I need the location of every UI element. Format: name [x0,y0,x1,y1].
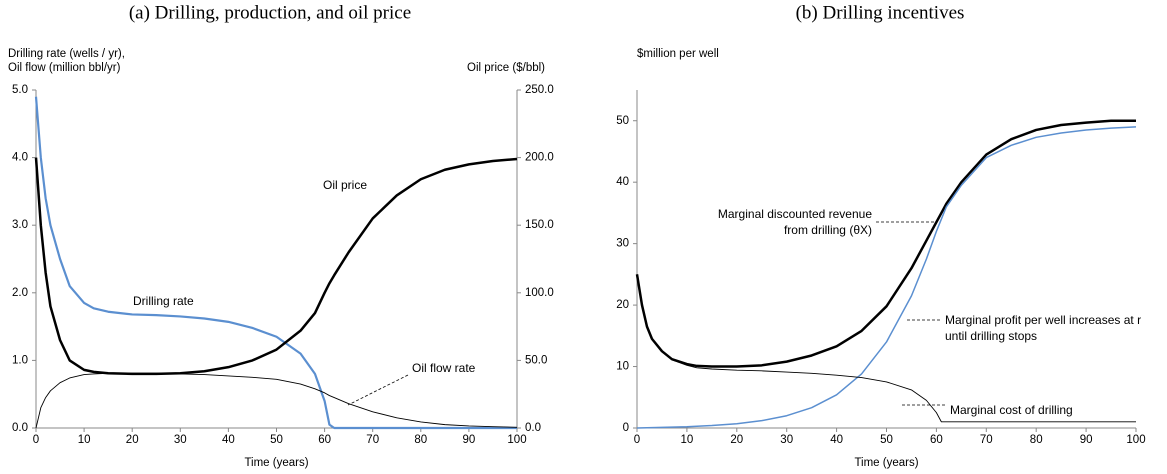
y-tick-label: 0.0 [12,422,28,434]
series-line [34,157,518,376]
y-tick-label: 0 [623,422,629,434]
y-tick-label: 40 [616,176,629,188]
x-axis-label: Time (years) [854,457,918,469]
x-tick-label: 50 [270,434,283,446]
y-tick-label: 2.0 [12,287,28,299]
y-tick-label: 20 [616,299,629,311]
series-label: Marginal cost of drilling [950,403,1073,417]
chart-title: (b) Drilling incentives [796,2,965,23]
leader-line [347,374,409,406]
series-line [34,96,517,430]
x-tick-label: 30 [780,434,793,446]
y-tick-label: 50 [616,115,629,127]
x-tick-label: 30 [174,434,187,446]
y2-tick-label: 100.0 [525,287,554,299]
x-tick-label: 70 [366,434,379,446]
y2-tick-label: 250.0 [525,84,554,96]
x-tick-label: 60 [318,434,331,446]
x-tick-label: 80 [414,434,427,446]
y2-tick-label: 200.0 [525,152,554,164]
series-label: Marginal profit per well increases at r … [945,313,1142,343]
y2-tick-label: 50.0 [525,354,547,366]
series-label: Drilling rate [133,294,194,308]
y-tick-label: 4.0 [12,152,28,164]
x-tick-label: 90 [463,434,476,446]
series-line [35,372,518,429]
x-tick-label: 100 [507,434,526,446]
chart-title: (a) Drilling, production, and oil price [129,2,411,23]
x-tick-label: 70 [980,434,993,446]
series-label: Marginal discounted revenue from drillin… [717,207,872,237]
x-tick-label: 60 [930,434,943,446]
x-tick-label: 10 [681,434,694,446]
y-tick-label: 3.0 [12,219,28,231]
y-tick-label: 10 [616,361,629,373]
y-tick-label: 1.0 [12,354,28,366]
series-line [636,274,1136,423]
x-tick-label: 100 [1126,434,1145,446]
x-tick-label: 20 [126,434,139,446]
x-tick-label: 20 [730,434,743,446]
y-tick-label: 5.0 [12,84,28,96]
y-axis-label: Drilling rate (wells / yr), [8,48,125,60]
x-tick-label: 80 [1030,434,1043,446]
y2-axis-label: Oil price ($/bbl) [467,62,545,74]
x-tick-label: 40 [830,434,843,446]
x-tick-label: 40 [222,434,235,446]
series-line [635,119,1136,368]
y2-tick-label: 150.0 [525,219,554,231]
series-label: Oil price [323,178,368,192]
y-axis-label: $million per well [637,48,719,60]
series-line [636,126,1137,429]
y2-tick-label: 0.0 [525,422,541,434]
x-tick-label: 0 [33,434,39,446]
x-axis-label: Time (years) [244,457,308,469]
x-tick-label: 10 [78,434,91,446]
y-tick-label: 30 [616,238,629,250]
x-tick-label: 50 [880,434,893,446]
x-tick-label: 90 [1080,434,1093,446]
series-label: Oil flow rate [412,361,476,375]
x-tick-label: 0 [634,434,640,446]
y-axis-label: Oil flow (million bbl/yr) [8,62,121,74]
